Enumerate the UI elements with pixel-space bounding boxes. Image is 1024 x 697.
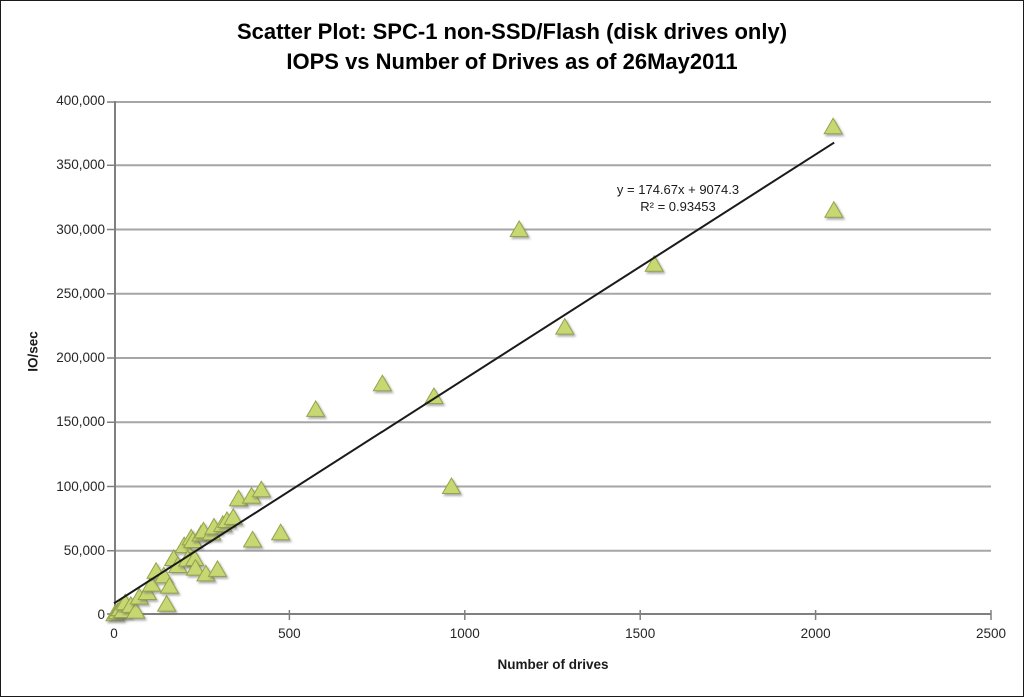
y-tick-label: 50,000 [63,542,105,558]
scatter-point [509,220,530,237]
scatter-point [207,559,228,577]
scatter-point [441,477,462,494]
x-tick-label: 1000 [449,626,480,641]
scatter-point [223,507,244,525]
y-tick-label: 150,000 [56,414,105,430]
trend-line-layer [113,141,835,605]
trend-line [113,141,835,605]
gridlines [114,101,991,552]
tick-marks [107,101,992,620]
scatter-point [644,254,665,272]
y-tick-label: 350,000 [56,157,105,173]
scatter-point [125,601,146,619]
scatter-point [823,200,844,218]
y-tick-label: 250,000 [56,285,105,301]
y-tick-label: 200,000 [56,350,105,365]
trendline-equation: y = 174.67x + 9074.3 R² = 0.93453 [617,181,739,215]
trendline-equation-text: y = 174.67x + 9074.3 [616,182,740,197]
scatter-point [305,399,326,417]
x-tick-label: 2000 [800,626,831,641]
chart-title: Scatter Plot: SPC-1 non-SSD/Flash (disk … [1,17,1023,77]
scatter-point [424,387,444,405]
scatter-point [251,480,272,498]
scatter-point [270,523,291,541]
x-tick-label: 500 [278,626,301,641]
x-tick-label: 1500 [625,626,656,641]
trendline-r2-text: R² = 0.93453 [640,199,716,214]
scatter-point [823,117,844,135]
scatter-point [554,317,575,335]
x-tick-label: 0 [110,626,118,641]
scatter-point [185,558,206,576]
plot-area [105,101,992,622]
y-tick-label: 300,000 [56,221,105,237]
scatter-point [372,374,393,392]
x-tick-label: 2500 [975,626,1007,641]
scatter-plot-canvas [105,101,992,622]
chart-title-line-1: Scatter Plot: SPC-1 non-SSD/Flash (disk … [236,19,788,44]
scatter-point [156,594,177,612]
chart-title-line-2: IOPS vs Number of Drives as of 26May2011 [286,49,738,74]
scatter-point [137,583,158,601]
x-axis-title: Number of drives [497,657,609,672]
scatter-point [242,530,263,548]
axis-lines [114,101,991,615]
scatter-point [159,576,180,594]
scatter-point [141,574,162,592]
y-tick-label: 0 [97,607,105,622]
y-tick-label: 400,000 [56,93,105,108]
y-tick-label: 100,000 [56,478,105,494]
